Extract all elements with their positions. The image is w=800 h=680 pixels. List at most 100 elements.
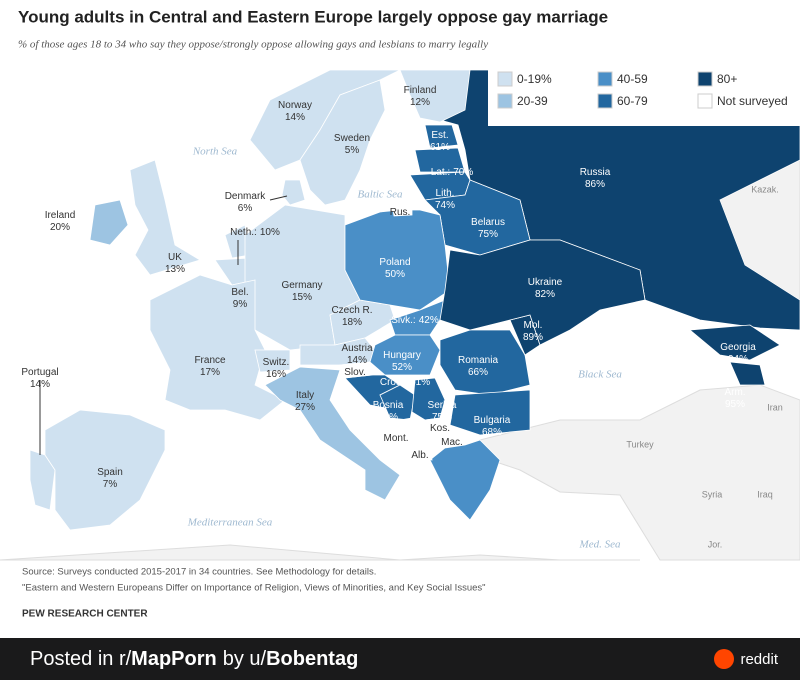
country-name: Sweden bbox=[334, 133, 370, 144]
value-label: 9% bbox=[233, 299, 248, 310]
country-label: Bulgaria 68% bbox=[474, 415, 511, 438]
value-label: 16% bbox=[266, 369, 286, 380]
brand[interactable]: reddit bbox=[714, 649, 778, 669]
map: Russia 86%Finland 12%Norway 14%Sweden 5%Denm… bbox=[0, 7, 800, 620]
value-label: 89% bbox=[523, 332, 543, 343]
place-label: Kazak. bbox=[751, 184, 779, 194]
country-label: Slvk.: 42% bbox=[391, 315, 439, 326]
country-label: France 17% bbox=[194, 355, 226, 378]
value-label: 18% bbox=[342, 317, 362, 328]
country bbox=[399, 69, 471, 123]
country-name: Slvk.: bbox=[391, 315, 415, 326]
note: "Eastern and Western Europeans Differ on… bbox=[22, 583, 486, 594]
country-name: Croa.: bbox=[380, 377, 407, 388]
country-label: Mac. bbox=[441, 437, 463, 448]
country-name: Norway bbox=[278, 100, 312, 111]
value-label: 42% bbox=[419, 315, 439, 326]
country-label: Serbia 75% bbox=[428, 400, 457, 423]
country-label: Bosnia 79% bbox=[373, 400, 404, 423]
country-name: Arm. bbox=[724, 387, 745, 398]
source: Source: Surveys conducted 2015-2017 in 3… bbox=[22, 567, 376, 578]
legend-label: 40-59 bbox=[617, 72, 648, 86]
leader-line bbox=[269, 195, 288, 201]
country-name: Czech R. bbox=[331, 305, 372, 316]
value-label: 7% bbox=[103, 479, 118, 490]
prefix: Posted in r/ bbox=[30, 647, 132, 670]
value-label: 75% bbox=[432, 412, 452, 423]
country bbox=[44, 409, 166, 531]
country-name: Neth.: bbox=[230, 227, 257, 238]
country bbox=[424, 124, 459, 149]
country-name: Georgia bbox=[720, 342, 756, 353]
value-label: 5% bbox=[345, 145, 360, 156]
legend-swatch bbox=[597, 93, 613, 109]
country-name: Mac. bbox=[441, 437, 463, 448]
sea-label: Baltic Sea bbox=[358, 189, 403, 201]
country-label: Bel. 9% bbox=[231, 287, 248, 310]
country bbox=[729, 361, 766, 386]
country-label: Sweden 5% bbox=[334, 133, 370, 156]
country-label: Lat.: 70% bbox=[431, 167, 474, 178]
country-label: Lith. 74% bbox=[435, 188, 455, 211]
country-name: Belarus bbox=[471, 217, 505, 228]
place-label: Syria bbox=[702, 489, 723, 499]
value-label: 61% bbox=[430, 142, 450, 153]
value-label: 52% bbox=[392, 362, 412, 373]
subreddit[interactable]: MapPorn bbox=[131, 647, 217, 670]
credit: PEW RESEARCH CENTER bbox=[22, 609, 148, 620]
country-name: Lith. bbox=[436, 188, 455, 199]
country-label: Denmark 6% bbox=[225, 191, 267, 214]
country-label: Slov. bbox=[344, 367, 366, 378]
value-label: 12% bbox=[410, 97, 430, 108]
country-label: Austria 14% bbox=[341, 343, 373, 366]
country bbox=[129, 159, 201, 276]
country bbox=[89, 199, 129, 246]
country-label: Spain 7% bbox=[97, 467, 123, 490]
country-label: Norway 14% bbox=[278, 100, 312, 123]
legend-swatch bbox=[597, 71, 613, 87]
land bbox=[479, 384, 800, 561]
value-label: 10% bbox=[260, 227, 280, 238]
legend-label: Not surveyed bbox=[717, 94, 788, 108]
country bbox=[299, 79, 386, 206]
value-label: 68% bbox=[482, 427, 502, 438]
country-name: Austria bbox=[341, 343, 373, 354]
place-label: Iran bbox=[767, 402, 783, 412]
country-name: Bosnia bbox=[373, 400, 404, 411]
country-name: Est. bbox=[431, 130, 448, 141]
country-name: Hungary bbox=[383, 350, 421, 361]
country-name: UK bbox=[168, 252, 182, 263]
land-layer bbox=[0, 159, 800, 561]
reddit-bar: Posted in r/MapPorn by u/Bobentag reddit bbox=[0, 638, 800, 680]
country-name: Rus. bbox=[390, 207, 411, 218]
country bbox=[339, 361, 373, 379]
value-label: 66% bbox=[468, 367, 488, 378]
user[interactable]: Bobentag bbox=[266, 647, 359, 670]
country-label: Est. 61% bbox=[430, 130, 450, 153]
legend-swatch bbox=[697, 93, 713, 109]
country-label: Ukraine 82% bbox=[528, 277, 563, 300]
value-label: 14% bbox=[347, 355, 367, 366]
country-name: Romania bbox=[458, 355, 498, 366]
country-name: Germany bbox=[281, 280, 322, 291]
country-label: Belarus 75% bbox=[471, 217, 505, 240]
country-label: Poland 50% bbox=[379, 257, 410, 280]
value-label: 70% bbox=[453, 167, 473, 178]
country-label: Finland 12% bbox=[404, 85, 437, 108]
country-name: Serbia bbox=[428, 400, 457, 411]
country-label: Kos. bbox=[430, 423, 450, 434]
value-label: 14% bbox=[285, 112, 305, 123]
country-name: Russia bbox=[580, 167, 611, 178]
place-label: Jor. bbox=[708, 539, 723, 549]
country bbox=[439, 239, 646, 346]
sea-label: Black Sea bbox=[578, 369, 622, 381]
country bbox=[399, 417, 415, 435]
country bbox=[254, 349, 291, 373]
country-name: Ukraine bbox=[528, 277, 563, 288]
country bbox=[264, 366, 401, 501]
country-name: Finland bbox=[404, 85, 437, 96]
title: Young adults in Central and Eastern Euro… bbox=[18, 7, 608, 26]
middle: by u/ bbox=[222, 647, 267, 670]
value-label: 74% bbox=[435, 200, 455, 211]
country-label: Greece 51% bbox=[492, 522, 525, 545]
